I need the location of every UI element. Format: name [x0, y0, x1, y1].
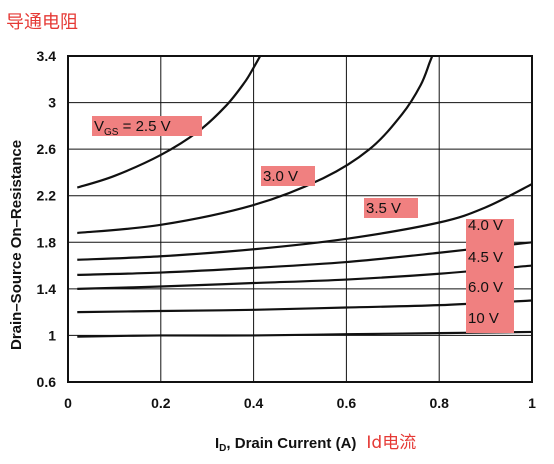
- x-axis-label-sub: D: [219, 443, 227, 454]
- y-tick-label: 1: [48, 327, 56, 343]
- x-axis-label-cn: Id电流: [366, 433, 417, 453]
- x-tick-label: 0.6: [337, 395, 357, 411]
- y-tick-label: 3.4: [37, 48, 57, 64]
- x-tick-label: 0.8: [429, 395, 449, 411]
- x-tick-label: 1: [528, 395, 536, 411]
- series-label: 6.0 V: [468, 279, 503, 296]
- series-line: [77, 56, 434, 235]
- series-label: 4.5 V: [468, 249, 503, 266]
- y-tick-label: 0.6: [37, 374, 57, 390]
- series-line: [77, 299, 532, 314]
- x-axis-label: ID, Drain Current (A) Id电流: [215, 428, 416, 454]
- series-line: [77, 241, 532, 276]
- series-line: [77, 264, 532, 290]
- series-label-highlight: [364, 198, 418, 218]
- x-tick-label: 0.2: [151, 395, 171, 411]
- plot-frame: [67, 55, 533, 383]
- series-label: 4.0 V: [468, 217, 503, 234]
- series-line: [77, 330, 532, 338]
- x-tick-label: 0: [64, 395, 72, 411]
- series-line: [76, 56, 262, 189]
- y-tick-label: 1.4: [37, 281, 57, 297]
- chart-title-cn: 导通电阻: [6, 12, 78, 33]
- series-label-highlight: [261, 166, 315, 186]
- series-label: VGS = 2.5 V: [94, 118, 171, 138]
- series-label: 3.5 V: [366, 200, 401, 217]
- y-tick-label: 2.6: [37, 141, 57, 157]
- y-tick-label: 1.8: [37, 234, 57, 250]
- y-tick-label: 3: [48, 95, 56, 111]
- series-line: [77, 183, 532, 261]
- y-tick-label: 2.2: [37, 188, 57, 204]
- series-label: 10 V: [468, 310, 499, 327]
- x-axis-label-main: I: [215, 435, 220, 452]
- x-tick-label: 0.4: [244, 395, 264, 411]
- series-label: 3.0 V: [263, 168, 298, 185]
- label-highlight-column: [466, 219, 514, 333]
- x-axis-label-rest: , Drain Current (A): [226, 435, 357, 452]
- series-label-highlight: [92, 116, 202, 136]
